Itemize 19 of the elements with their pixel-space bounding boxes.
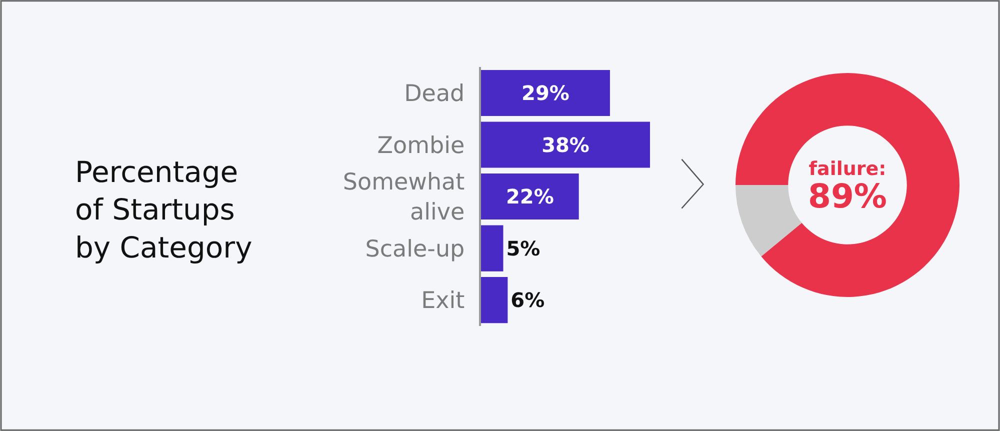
text: failure: 89% bbox=[808, 158, 887, 216]
text: Percentage of Startups by Category bbox=[75, 154, 252, 264]
y-tick-label: Scale-up bbox=[365, 236, 465, 262]
bar bbox=[481, 122, 650, 168]
y-tick-label: Dead bbox=[404, 81, 465, 108]
data-label: 22% bbox=[506, 184, 554, 209]
data-label: 6% bbox=[510, 288, 545, 312]
y-tick-label: Zombie bbox=[377, 132, 465, 159]
donut-slice bbox=[736, 73, 960, 297]
y-tick-label: Somewhat alive bbox=[342, 170, 465, 226]
bar bbox=[481, 225, 504, 272]
donut-slice bbox=[736, 185, 802, 256]
bar bbox=[481, 173, 579, 220]
bar bbox=[481, 277, 508, 324]
data-label: 29% bbox=[522, 80, 570, 105]
y-tick-label: Exit bbox=[421, 288, 465, 314]
data-label: 5% bbox=[506, 236, 540, 260]
data-label: 38% bbox=[542, 132, 590, 157]
bar bbox=[481, 70, 610, 116]
